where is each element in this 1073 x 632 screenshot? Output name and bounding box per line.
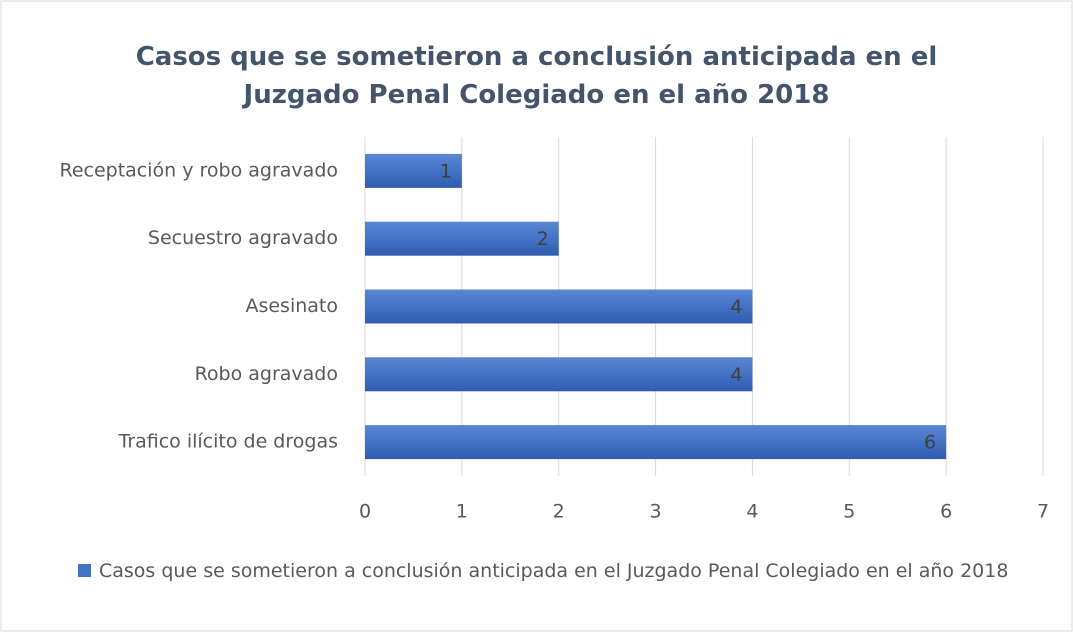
x-tick-label: 0 xyxy=(359,501,371,523)
y-tick-label: Receptación y robo agravado xyxy=(59,159,338,181)
x-tick-label: 3 xyxy=(650,501,662,523)
x-tick-label: 4 xyxy=(746,501,758,523)
bar xyxy=(365,221,559,256)
y-tick-label: Robo agravado xyxy=(195,363,338,385)
y-tick-label: Secuestro agravado xyxy=(148,227,338,249)
chart-title: Casos que se sometieron a conclusión ant… xyxy=(135,42,938,110)
legend-swatch xyxy=(78,564,91,577)
data-label: 6 xyxy=(924,432,936,454)
legend: Casos que se sometieron a conclusión ant… xyxy=(78,556,1038,586)
data-label: 4 xyxy=(730,296,742,318)
x-tick-label: 1 xyxy=(456,501,468,523)
data-label: 2 xyxy=(537,228,549,250)
x-tick-label: 2 xyxy=(553,501,565,523)
x-tick-label: 7 xyxy=(1037,501,1049,523)
bar xyxy=(365,289,753,324)
y-tick-label: Trafico ilícito de drogas xyxy=(118,431,339,453)
x-tick-label: 5 xyxy=(843,501,855,523)
bar xyxy=(365,357,753,392)
y-tick-label: Asesinato xyxy=(245,295,338,317)
x-tick-label: 6 xyxy=(940,501,952,523)
bar xyxy=(365,425,947,460)
data-label: 4 xyxy=(730,364,742,386)
bar xyxy=(365,153,462,188)
data-label: 1 xyxy=(440,160,452,182)
legend-label: Casos que se sometieron a conclusión ant… xyxy=(99,560,1009,582)
